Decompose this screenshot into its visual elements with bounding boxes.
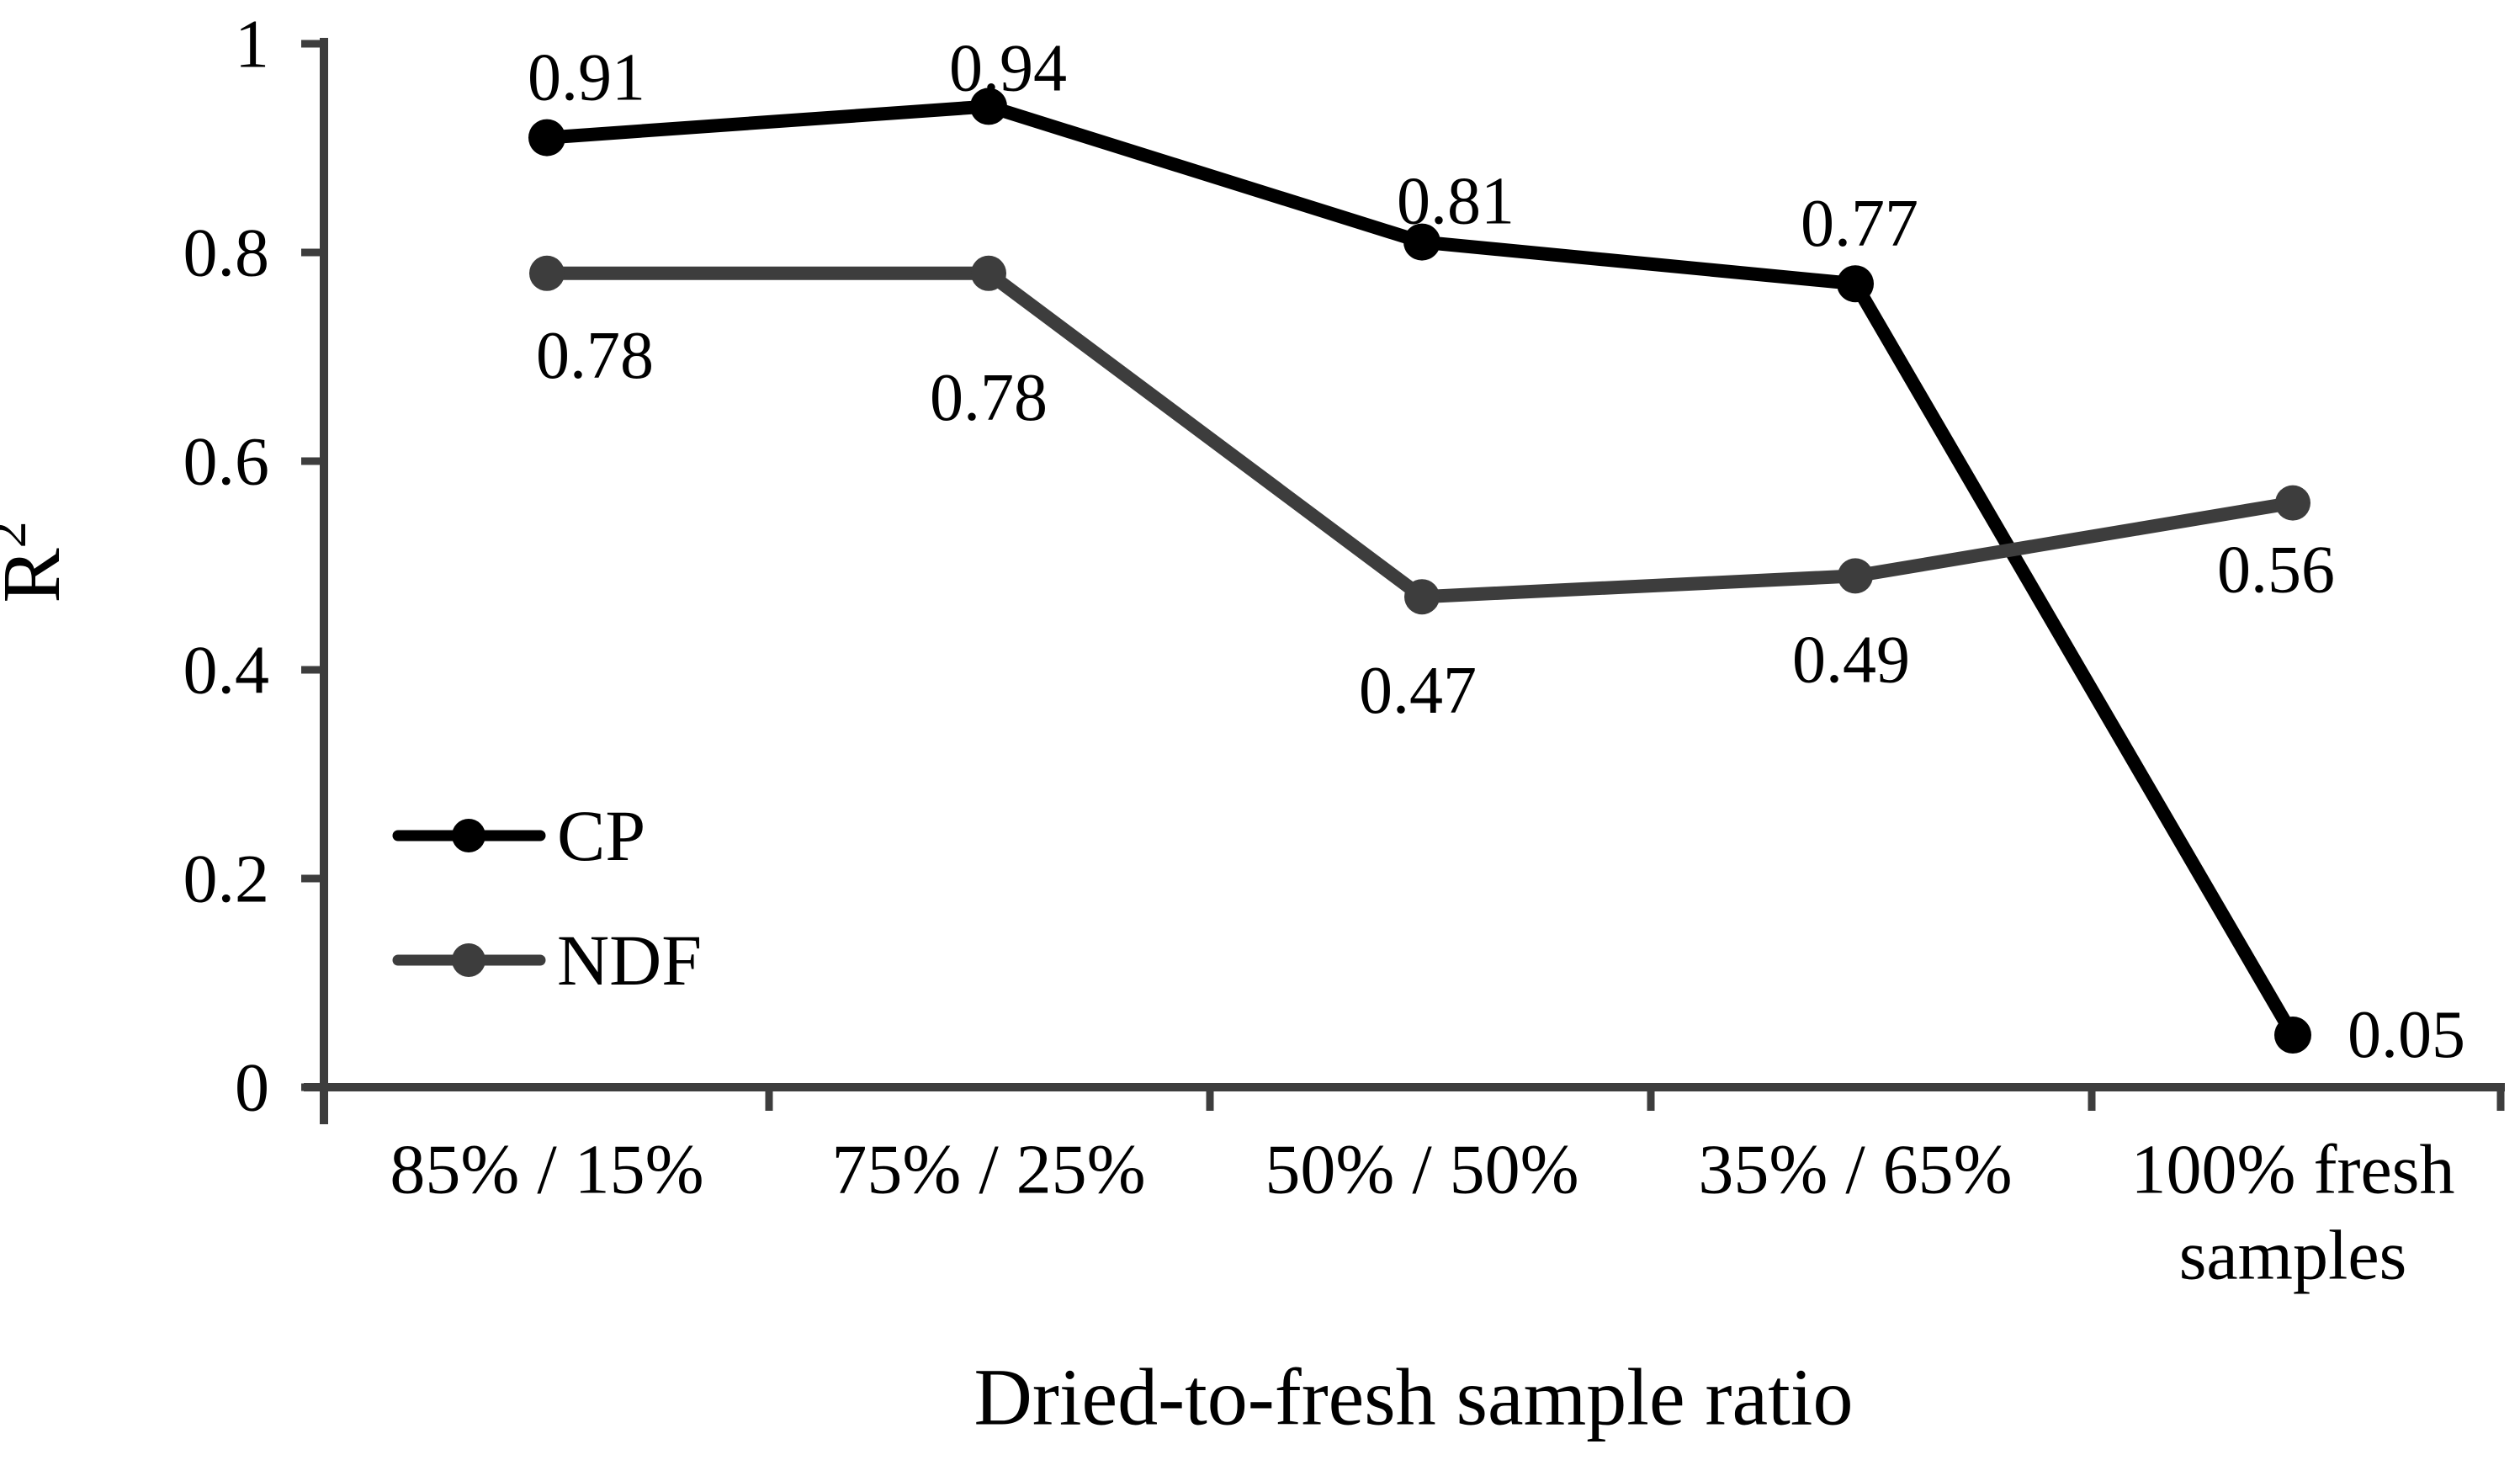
x-category-label: 35% / 65% <box>1698 1131 2012 1209</box>
legend: CP NDF <box>392 795 702 1001</box>
data-point-marker-ndf <box>2275 485 2310 521</box>
data-point-label-cp: 0.81 <box>1397 165 1515 239</box>
legend-item-ndf: NDF <box>392 920 702 1001</box>
data-point-label-ndf: 0.56 <box>2217 534 2335 608</box>
data-point-marker-cp <box>970 88 1007 125</box>
data-point-marker-cp <box>1837 265 1874 303</box>
legend-swatch-marker <box>452 819 485 852</box>
data-point-marker-ndf <box>1838 558 1873 594</box>
y-tick-label: 0 <box>235 1049 269 1126</box>
x-axis-title: Dried-to-fresh sample ratio <box>974 1352 1854 1442</box>
data-point-label-ndf: 0.49 <box>1792 623 1910 697</box>
legend-swatch-marker <box>452 943 485 977</box>
y-axis-title: R2 <box>0 521 77 603</box>
y-tick-label: 0.2 <box>183 841 270 917</box>
data-point-marker-cp <box>2274 1017 2311 1054</box>
data-point-marker-ndf <box>971 255 1006 291</box>
legend-item-cp: CP <box>392 795 645 876</box>
y-tick-label: 1 <box>235 6 269 82</box>
y-tick-label: 0.8 <box>183 215 270 291</box>
data-point-label-ndf: 0.78 <box>536 319 654 393</box>
data-point-label-cp: 0.94 <box>949 31 1067 105</box>
x-category-label-line2: samples <box>2179 1217 2407 1295</box>
x-category-label: 85% / 15% <box>390 1131 703 1209</box>
x-category-label: 50% / 50% <box>1265 1131 1578 1209</box>
legend-label: CP <box>557 795 645 876</box>
x-category-label: 100% fresh <box>2131 1131 2455 1209</box>
y-tick-label: 0.6 <box>183 423 270 500</box>
legend-label: NDF <box>557 920 702 1001</box>
data-point-label-cp: 0.77 <box>1801 187 1918 261</box>
data-point-marker-cp <box>528 119 565 157</box>
data-point-label-cp: 0.91 <box>528 41 645 115</box>
data-point-marker-cp <box>1403 223 1440 261</box>
data-point-label-ndf: 0.47 <box>1359 654 1477 728</box>
data-point-label-cp: 0.05 <box>2348 998 2465 1072</box>
data-point-marker-ndf <box>1404 579 1440 615</box>
data-point-label-ndf: 0.78 <box>930 361 1048 435</box>
data-point-marker-ndf <box>529 255 565 291</box>
x-category-label: 75% / 25% <box>831 1131 1145 1209</box>
y-tick-label: 0.4 <box>183 632 270 709</box>
